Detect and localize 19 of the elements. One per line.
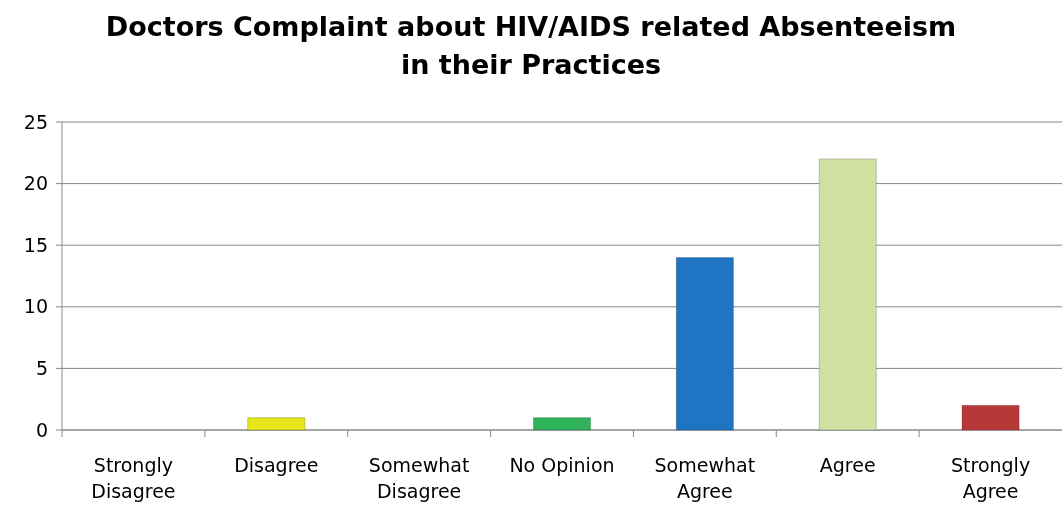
x-tick-label: Strongly Agree xyxy=(950,454,1031,502)
x-tick-label: Agree xyxy=(819,454,876,476)
bar xyxy=(961,404,1020,431)
x-tick-label: Somewhat Agree xyxy=(654,454,756,502)
y-tick-label: 10 xyxy=(23,295,48,318)
y-tick-label: 25 xyxy=(23,110,48,133)
chart-title: Doctors Complaint about HIV/AIDS related Absenteeism in their Practices xyxy=(105,11,957,80)
y-tick-label: 0 xyxy=(35,418,48,441)
y-tick-label: 5 xyxy=(35,357,48,380)
bar xyxy=(247,417,306,431)
bar xyxy=(675,257,734,431)
x-tick-label: Disagree xyxy=(234,454,319,476)
y-tick-label: 15 xyxy=(23,233,48,256)
bar xyxy=(818,158,877,431)
bar xyxy=(532,417,592,431)
x-tick-label: Strongly Disagree xyxy=(91,454,176,502)
x-tick-label: Somewhat Disagree xyxy=(368,454,470,502)
x-tick-label: No Opinion xyxy=(509,454,615,476)
y-tick-label: 20 xyxy=(23,172,48,195)
